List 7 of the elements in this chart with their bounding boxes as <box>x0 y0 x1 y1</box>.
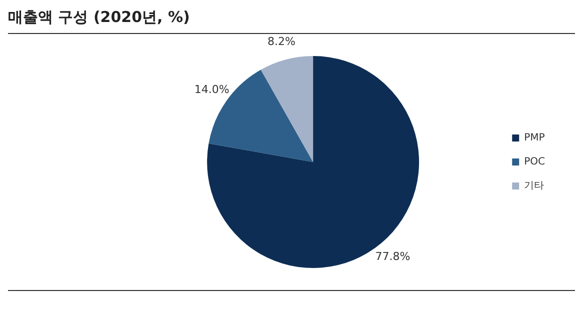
chart-title: 매출액 구성 (2020년, %) <box>8 8 575 34</box>
legend-label: PMP <box>524 132 545 144</box>
data-label: 77.8% <box>375 250 410 263</box>
data-label: 14.0% <box>194 83 230 96</box>
legend-label: POC <box>524 156 546 168</box>
legend-label: 기타 <box>524 180 544 192</box>
data-label: 8.2% <box>267 34 296 48</box>
